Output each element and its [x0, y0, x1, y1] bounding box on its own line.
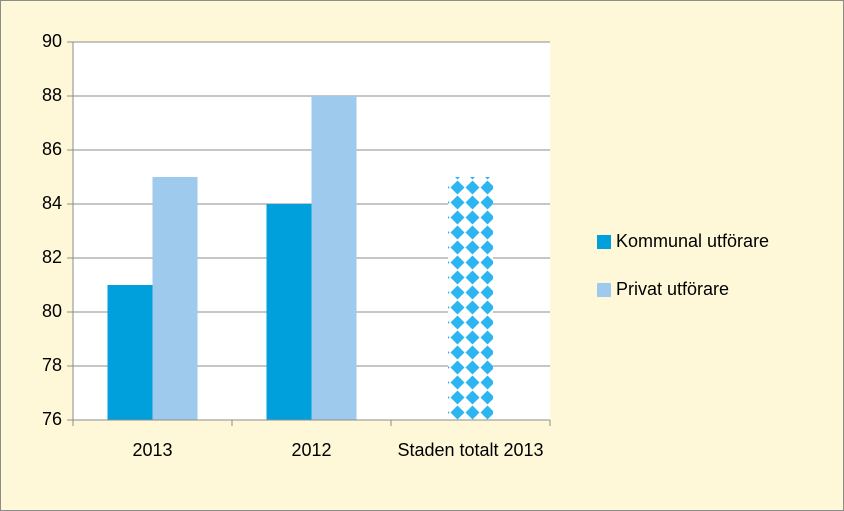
- y-tick-label: 76: [42, 409, 62, 429]
- legend-swatch: [597, 235, 611, 249]
- x-tick-label: 2012: [291, 440, 332, 460]
- x-tick-label-box: Staden totalt 2013: [397, 440, 544, 460]
- bar: [448, 177, 493, 420]
- legend-swatch: [597, 283, 611, 297]
- legend-label: Privat utförare: [616, 279, 729, 299]
- x-tick-label: 2013: [132, 440, 173, 460]
- legend-label: Kommunal utförare: [616, 231, 769, 251]
- x-tick-label-box: 2012: [291, 440, 332, 460]
- bar: [107, 285, 153, 420]
- x-tick-label: Staden totalt 2013: [397, 440, 544, 460]
- bar: [266, 204, 312, 420]
- x-tick-label-box: 2013: [132, 440, 173, 460]
- y-tick-label: 88: [42, 85, 62, 105]
- bar: [152, 177, 198, 420]
- y-tick-label: 80: [42, 301, 62, 321]
- y-tick-label: 86: [42, 139, 62, 159]
- y-tick-label: 78: [42, 355, 62, 375]
- y-tick-label: 82: [42, 247, 62, 267]
- y-tick-label: 90: [42, 31, 62, 51]
- bar: [311, 96, 357, 420]
- y-tick-label: 84: [42, 193, 62, 213]
